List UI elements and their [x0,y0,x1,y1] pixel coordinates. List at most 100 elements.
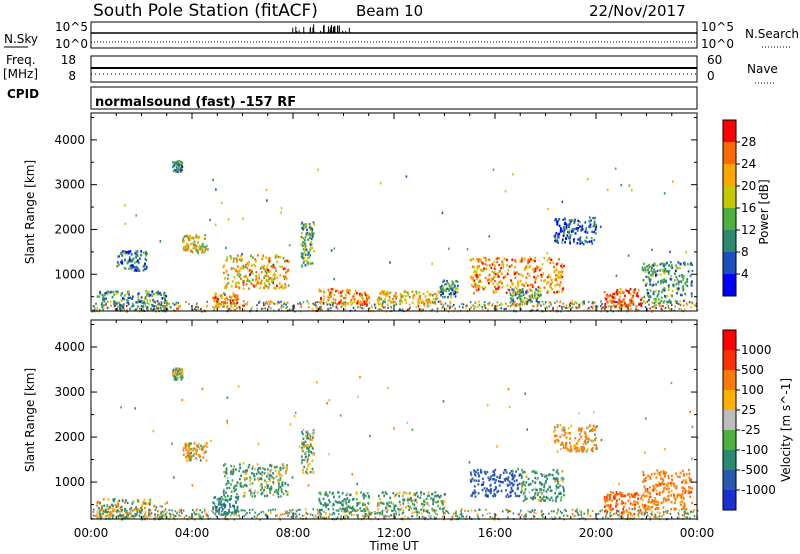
echo-cell [508,509,510,512]
echo-cell [239,517,241,520]
echo-cell [437,494,439,497]
echo-cell [265,284,268,288]
echo-cell [493,307,495,310]
echo-cell [417,300,420,303]
echo-cell [561,306,563,309]
echo-cell [112,499,115,503]
echo-cell [365,295,367,298]
echo-cell [165,294,168,298]
echo-cell [200,516,203,519]
echo-cell [230,469,233,472]
echo-cell [607,296,610,299]
echo-cell [532,259,535,262]
echo-cell [207,515,209,518]
echo-cell [517,513,520,516]
echo-cell [400,309,402,312]
echo-cell [479,268,482,272]
echo-cell [613,300,616,304]
echo-cell [234,298,236,302]
echo-cell [131,266,134,269]
echo-cell [528,491,531,494]
echo-cell [522,291,525,294]
echo-cell [575,442,578,445]
echo-cell [556,438,559,442]
echo-cell [238,477,241,481]
echo-cell [223,494,226,497]
echo-cell [522,470,525,474]
echo-cell [653,515,655,518]
echo-cell [131,302,134,306]
echo-cell [102,308,104,312]
echo-cell [404,290,407,293]
echo-cell [521,257,523,260]
echo-cell [177,160,180,164]
echo-cell [222,490,225,493]
echo-cell [96,501,99,505]
echo-cell [107,290,110,294]
echo-cell [336,516,339,519]
echo-cell [139,307,142,311]
echo-cell [429,300,432,303]
echo-cell [559,281,562,284]
echo-cell [362,297,365,300]
echo-cell [405,302,408,305]
echo-cell [325,505,327,509]
echo-cell [476,305,479,308]
echo-cell [392,504,395,507]
echo-cell [681,293,683,297]
echo-cell [234,496,237,499]
echo-cell [431,492,433,496]
echo-cell [578,220,581,224]
echo-cell [526,272,529,275]
echo-cell [661,490,664,494]
echo-cell [173,517,175,520]
echo-cell [312,302,315,305]
echo-cell [517,291,520,294]
echo-cell [576,242,579,245]
echo-cell [630,301,632,305]
echo-cell [246,276,249,279]
echo-cell [514,300,516,303]
echo-cell [679,304,682,307]
echo-cell [308,445,311,449]
echo-cell [272,281,274,284]
echo-cell [546,259,549,262]
echo-cell [287,284,290,287]
echo-cell [680,308,683,311]
echo-cell [238,275,241,278]
echo-cell [325,301,328,304]
echo-cell [591,510,594,513]
echo-cell [288,244,291,247]
echo-cell [114,302,116,305]
echo-cell [493,477,496,481]
echo-cell [526,289,528,292]
echo-cell [432,297,435,301]
echo-cell [256,468,259,472]
echo-cell [354,289,357,292]
echo-cell [549,282,552,286]
echo-cell [181,161,184,165]
echo-cell [144,305,147,308]
echo-cell [594,428,596,432]
echo-cell [353,300,356,304]
echo-cell [148,302,151,305]
echo-cell [434,303,437,306]
echo-cell [555,486,558,489]
echo-cell [287,268,290,272]
echo-cell [536,265,538,269]
echo-cell [563,264,565,268]
echo-cell [612,304,615,307]
echo-cell [120,514,123,517]
echo-cell [126,514,128,517]
echo-cell [206,514,208,517]
echo-cell [134,252,137,255]
echo-cell [655,506,658,510]
echo-cell [238,269,241,272]
echo-cell [639,509,642,512]
echo-cell [183,516,186,519]
echo-cell [92,309,94,312]
echo-cell [232,301,235,304]
echo-cell [427,298,430,302]
echo-cell [408,508,411,512]
echo-cell [549,498,551,501]
